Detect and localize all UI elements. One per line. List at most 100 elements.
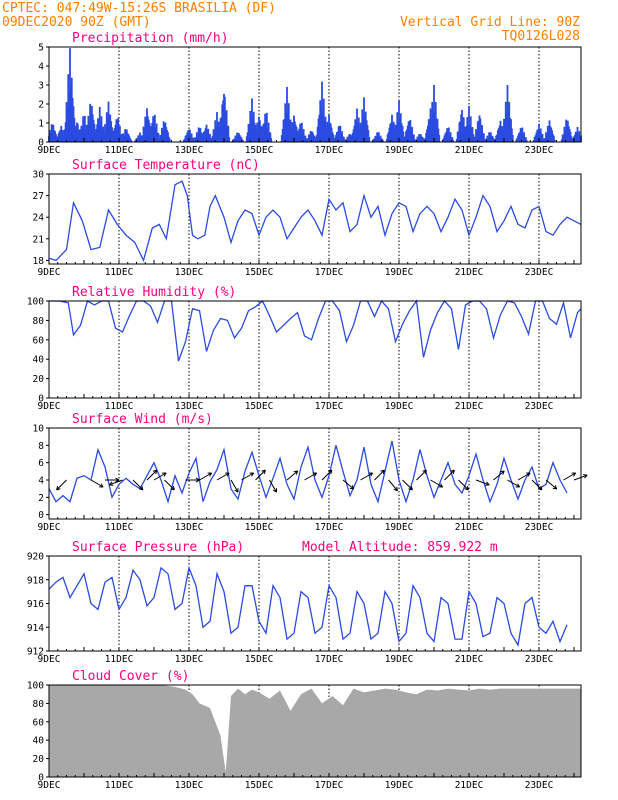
header-location: CPTEC: 047:49W-15:26S BRASILIA (DF) bbox=[2, 1, 276, 16]
precip-bar bbox=[368, 137, 371, 142]
wind-arrow bbox=[153, 472, 167, 481]
y-tick-label: 10 bbox=[33, 424, 45, 435]
x-tick-label: 19DEC bbox=[385, 267, 414, 278]
y-tick-label: 60 bbox=[33, 335, 45, 346]
precip-bar bbox=[339, 125, 342, 142]
precip-bar bbox=[155, 123, 158, 142]
y-tick-label: 2 bbox=[38, 493, 44, 504]
precip-bar bbox=[367, 130, 370, 142]
x-tick-label: 17DEC bbox=[315, 522, 344, 533]
wind-arrow-head bbox=[540, 485, 543, 491]
x-tick-label: 13DEC bbox=[175, 780, 204, 791]
panel-frame bbox=[48, 173, 582, 265]
x-tick-label: 11DEC bbox=[105, 267, 134, 278]
x-tick-label: 15DEC bbox=[245, 145, 274, 156]
wind-arrow-head bbox=[170, 488, 175, 491]
y-tick-label: 0 bbox=[38, 138, 44, 149]
wind-arrow bbox=[444, 469, 455, 481]
wind-arrow bbox=[360, 472, 373, 481]
x-tick-label: 21DEC bbox=[455, 145, 484, 156]
wind-arrow bbox=[517, 472, 531, 481]
wind-arrow-head bbox=[172, 485, 175, 491]
x-tick-label: 17DEC bbox=[315, 780, 344, 791]
wind-arrow-head bbox=[440, 483, 444, 488]
wind-arrow bbox=[286, 470, 299, 481]
series-line bbox=[48, 565, 568, 647]
x-tick-label: 13DEC bbox=[175, 267, 204, 278]
precip-bar bbox=[270, 138, 273, 142]
y-tick-label: 40 bbox=[33, 355, 45, 366]
precip-bar bbox=[118, 125, 121, 142]
wind-arrow bbox=[230, 479, 239, 493]
wind-arrow-head bbox=[108, 481, 113, 486]
wind-arrow-head bbox=[422, 469, 427, 472]
precip-bar bbox=[209, 133, 211, 142]
y-tick-label: 18 bbox=[33, 256, 45, 267]
wind-arrow-head bbox=[424, 469, 427, 475]
precip-bar bbox=[321, 81, 323, 142]
wind-arrow-head bbox=[466, 485, 469, 491]
y-tick-label: 30 bbox=[33, 170, 45, 181]
y-tick-label: 80 bbox=[33, 699, 45, 710]
x-tick-label: 9DEC bbox=[38, 267, 61, 278]
y-tick-label: 100 bbox=[27, 297, 44, 308]
y-tick-label: 3 bbox=[38, 81, 44, 92]
y-tick-label: 24 bbox=[33, 213, 45, 224]
precip-bar bbox=[539, 128, 542, 142]
precip-bar bbox=[269, 132, 272, 142]
y-tick-label: 918 bbox=[27, 575, 44, 586]
x-tick-label: 23DEC bbox=[525, 401, 554, 412]
x-tick-label: 23DEC bbox=[525, 267, 554, 278]
x-tick-label: 15DEC bbox=[245, 522, 274, 533]
precip-bar bbox=[227, 125, 230, 142]
wind-arrow-head bbox=[537, 488, 543, 491]
x-tick-label: 15DEC bbox=[245, 267, 274, 278]
precip-bar bbox=[265, 112, 268, 142]
wind-arrow bbox=[402, 479, 413, 491]
y-tick-label: 20 bbox=[33, 374, 45, 385]
y-tick-label: 20 bbox=[33, 754, 45, 765]
panel-title: Relative Humidity (%) bbox=[72, 285, 236, 300]
precip-bar bbox=[524, 137, 527, 142]
precip-bar bbox=[412, 134, 415, 142]
wind-arrow-head bbox=[327, 469, 333, 472]
wind-arrow bbox=[304, 472, 317, 481]
wind-arrow-head bbox=[155, 469, 158, 475]
y-tick-label: 8 bbox=[38, 441, 44, 452]
panel-frame bbox=[48, 684, 582, 778]
wind-arrow bbox=[90, 479, 104, 488]
wind-arrow-head bbox=[261, 469, 266, 472]
series-line bbox=[48, 180, 582, 263]
x-tick-label: 21DEC bbox=[455, 780, 484, 791]
precip-bar bbox=[225, 110, 228, 142]
x-tick-label: 17DEC bbox=[315, 401, 344, 412]
precip-bar bbox=[304, 135, 307, 142]
precip-bar bbox=[411, 126, 414, 142]
precip-bar bbox=[468, 106, 470, 142]
panel-title: Surface Temperature (nC) bbox=[72, 158, 260, 173]
precip-bar bbox=[451, 137, 454, 142]
precip-bar bbox=[552, 135, 555, 142]
x-tick-label: 19DEC bbox=[385, 145, 414, 156]
wind-arrow-head bbox=[517, 483, 521, 488]
x-tick-label: 15DEC bbox=[245, 401, 274, 412]
panel-1: Surface Temperature (nC) 18 21 24 27 30 9DEC 11… bbox=[33, 158, 582, 278]
x-tick-label: 15DEC bbox=[245, 780, 274, 791]
wind-arrow-head bbox=[351, 485, 355, 490]
wind-arrow bbox=[563, 472, 576, 481]
wind-arrow bbox=[493, 470, 505, 481]
wind-arrow bbox=[531, 479, 543, 491]
y-tick-label: 40 bbox=[33, 736, 45, 747]
wind-arrow-head bbox=[527, 472, 531, 477]
precip-bar bbox=[242, 140, 245, 142]
y-tick-label: 914 bbox=[27, 623, 44, 634]
precip-bar bbox=[190, 133, 193, 142]
wind-arrow-head bbox=[100, 483, 104, 488]
wind-arrow-head bbox=[109, 484, 114, 486]
panel-3: Surface Wind (m/s) 0 2 4 6 8 10 9DEC 11DEC 13DEC 1… bbox=[33, 412, 588, 533]
header-date: 09DEC2020 90Z (GMT) bbox=[2, 15, 151, 30]
x-tick-label: 17DEC bbox=[315, 654, 344, 665]
x-tick-label: 23DEC bbox=[525, 780, 554, 791]
x-tick-label: 11DEC bbox=[105, 145, 134, 156]
wind-arrow-head bbox=[115, 479, 120, 483]
